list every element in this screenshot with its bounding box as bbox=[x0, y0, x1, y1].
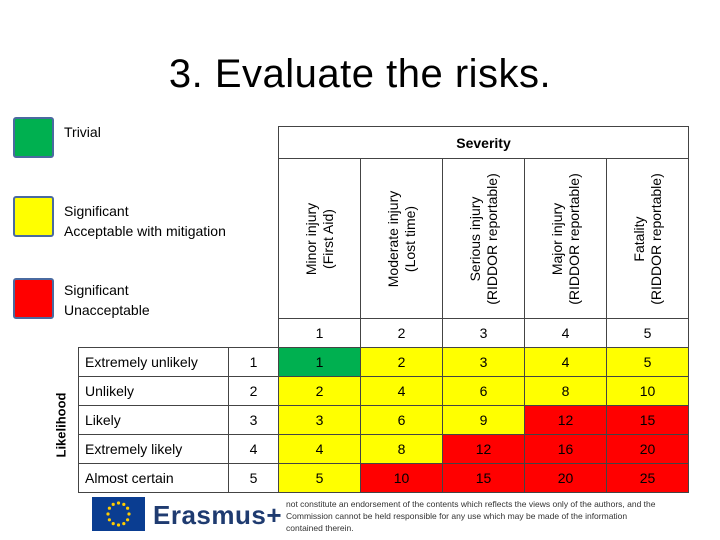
likelihood-label: Extremely unlikely bbox=[78, 347, 229, 377]
severity-level: 3 bbox=[442, 318, 525, 348]
table-row: Likely 3 3 6 9 12 15 bbox=[78, 405, 689, 435]
risk-cell: 6 bbox=[360, 405, 443, 435]
likelihood-label: Likely bbox=[78, 405, 229, 435]
risk-cell: 3 bbox=[442, 347, 525, 377]
legend-label-unacceptable-line1: Significant bbox=[64, 282, 129, 298]
severity-col-3: Serious injury (RIDDOR reportable) bbox=[442, 158, 525, 319]
risk-cell: 20 bbox=[606, 434, 689, 464]
risk-cell: 5 bbox=[606, 347, 689, 377]
likelihood-axis-label: Likelihood bbox=[50, 352, 72, 497]
risk-cell: 10 bbox=[606, 376, 689, 406]
severity-level: 1 bbox=[278, 318, 361, 348]
risk-cell: 9 bbox=[442, 405, 525, 435]
risk-cell: 4 bbox=[524, 347, 607, 377]
risk-cell: 20 bbox=[524, 463, 607, 493]
likelihood-level: 4 bbox=[228, 434, 279, 464]
legend-swatch-unacceptable bbox=[13, 278, 54, 319]
table-row: Extremely unlikely 1 1 2 3 4 5 bbox=[78, 347, 689, 377]
legend-label-acceptable-line2: Acceptable with mitigation bbox=[64, 223, 226, 239]
severity-col-5: Fatality (RIDDOR reportable) bbox=[606, 158, 689, 319]
matrix-blank bbox=[229, 127, 279, 159]
page-title: 3. Evaluate the risks. bbox=[168, 52, 552, 96]
legend-label-acceptable-line1: Significant bbox=[64, 203, 129, 219]
matrix-blank bbox=[229, 319, 279, 348]
table-row: Almost certain 5 5 10 15 20 25 bbox=[78, 463, 689, 493]
risk-cell: 15 bbox=[606, 405, 689, 435]
likelihood-level: 2 bbox=[228, 376, 279, 406]
risk-cell: 12 bbox=[442, 434, 525, 464]
legend-label-acceptable: Significant Acceptable with mitigation bbox=[64, 201, 226, 241]
legend-label-trivial: Trivial bbox=[64, 124, 101, 140]
risk-cell: 15 bbox=[442, 463, 525, 493]
risk-matrix: Severity Minor injury (First Aid) Moderat… bbox=[78, 126, 689, 493]
table-row: Extremely likely 4 4 8 12 16 20 bbox=[78, 434, 689, 464]
matrix-blank bbox=[79, 127, 229, 159]
severity-header: Severity bbox=[278, 126, 689, 159]
risk-cell: 1 bbox=[278, 347, 361, 377]
risk-cell: 6 bbox=[442, 376, 525, 406]
risk-cell: 2 bbox=[360, 347, 443, 377]
risk-cell: 5 bbox=[278, 463, 361, 493]
legend-swatch-trivial bbox=[13, 117, 54, 158]
likelihood-level: 1 bbox=[228, 347, 279, 377]
likelihood-label: Extremely likely bbox=[78, 434, 229, 464]
table-row: Unlikely 2 2 4 6 8 10 bbox=[78, 376, 689, 406]
risk-cell: 8 bbox=[360, 434, 443, 464]
likelihood-level: 3 bbox=[228, 405, 279, 435]
risk-cell: 2 bbox=[278, 376, 361, 406]
risk-cell: 16 bbox=[524, 434, 607, 464]
severity-col-4: Major injury (RIDDOR reportable) bbox=[524, 158, 607, 319]
erasmus-logo-text: Erasmus+ bbox=[153, 500, 283, 530]
severity-level: 4 bbox=[524, 318, 607, 348]
risk-cell: 25 bbox=[606, 463, 689, 493]
matrix-blank bbox=[79, 159, 229, 319]
legend-label-unacceptable-line2: Unacceptable bbox=[64, 302, 150, 318]
eu-flag-icon bbox=[92, 497, 145, 531]
risk-cell: 8 bbox=[524, 376, 607, 406]
risk-cell: 10 bbox=[360, 463, 443, 493]
risk-cell: 4 bbox=[278, 434, 361, 464]
severity-level: 5 bbox=[606, 318, 689, 348]
likelihood-title: Likelihood bbox=[53, 392, 69, 457]
risk-cell: 3 bbox=[278, 405, 361, 435]
legend-label-unacceptable: Significant Unacceptable bbox=[64, 280, 150, 320]
likelihood-label: Unlikely bbox=[78, 376, 229, 406]
likelihood-level: 5 bbox=[228, 463, 279, 493]
legend-swatch-acceptable bbox=[13, 196, 54, 237]
matrix-blank bbox=[229, 159, 279, 319]
severity-col-1: Minor injury (First Aid) bbox=[278, 158, 361, 319]
risk-cell: 4 bbox=[360, 376, 443, 406]
risk-cell: 12 bbox=[524, 405, 607, 435]
severity-col-2: Moderate injury (Lost time) bbox=[360, 158, 443, 319]
disclaimer-text: not constitute an endorsement of the con… bbox=[286, 499, 656, 533]
likelihood-label: Almost certain bbox=[78, 463, 229, 493]
matrix-blank bbox=[79, 319, 229, 348]
severity-level: 2 bbox=[360, 318, 443, 348]
